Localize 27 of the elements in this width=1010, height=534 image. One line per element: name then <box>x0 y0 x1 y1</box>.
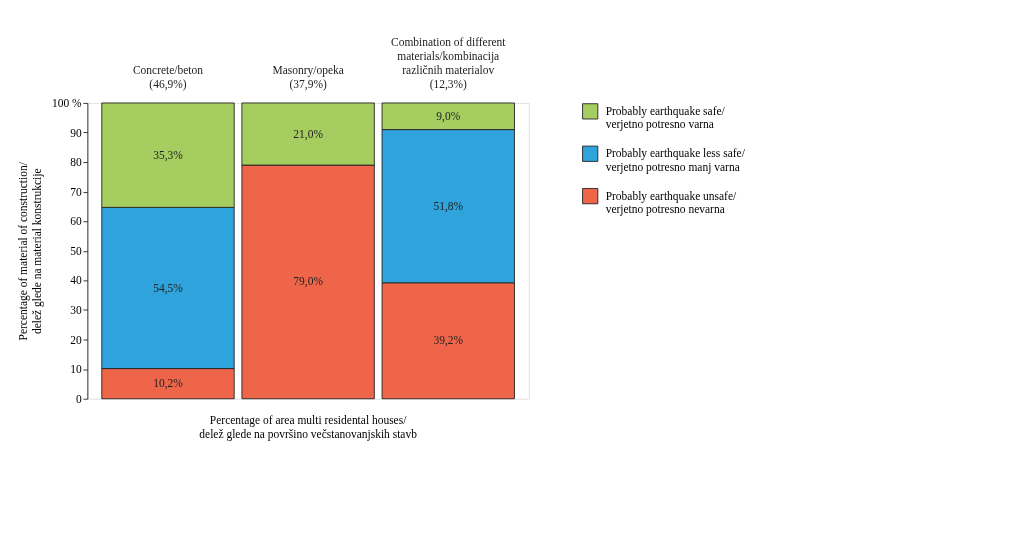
x-tick-label: Masonry/opeka (37,9%) <box>272 63 344 91</box>
y-tick-label: 80 <box>70 156 82 169</box>
x-tick-label: Combination of different materials/kombinacija različnih materialov (12,3%) <box>391 35 507 91</box>
data-label: 39,2% <box>433 334 464 348</box>
y-tick-label: 30 <box>70 303 82 316</box>
y-tick-label: 20 <box>70 333 82 346</box>
x-axis-title: Percentage of area multi residental houses/ delež glede na površino večstanovanjskih stavb <box>199 414 418 441</box>
x-tick-label: Concrete/beton (46,9%) <box>132 63 204 91</box>
y-tick-label: 40 <box>70 274 82 287</box>
y-tick-label: 50 <box>70 244 82 257</box>
y-tick-label: 90 <box>70 126 82 139</box>
y-tick-label: 70 <box>70 185 82 198</box>
y-axis-title: Percentage of material of construction/ delež glede na material konstrukcije <box>17 161 44 341</box>
legend-label: Probably earthquake safe/ verjetno potresno varna <box>605 104 726 132</box>
y-tick-label: 0 <box>75 392 82 405</box>
data-label: 9,0% <box>436 109 461 123</box>
data-label: 51,8% <box>433 199 464 213</box>
legend-label: Probably earthquake unsafe/ verjetno potresno nevarna <box>605 189 738 216</box>
data-label: 10,2% <box>153 377 184 391</box>
legend-label: Probably earthquake less safe/ verjetno potresno manj varna <box>605 147 746 174</box>
y-tick-label: 60 <box>70 215 82 228</box>
y-tick-label: 10 <box>70 363 82 376</box>
data-label: 79,0% <box>293 275 324 289</box>
data-label: 54,5% <box>153 281 184 295</box>
data-label: 21,0% <box>293 127 324 141</box>
y-tick-label: 100 % <box>52 96 83 109</box>
data-label: 35,3% <box>153 148 184 162</box>
